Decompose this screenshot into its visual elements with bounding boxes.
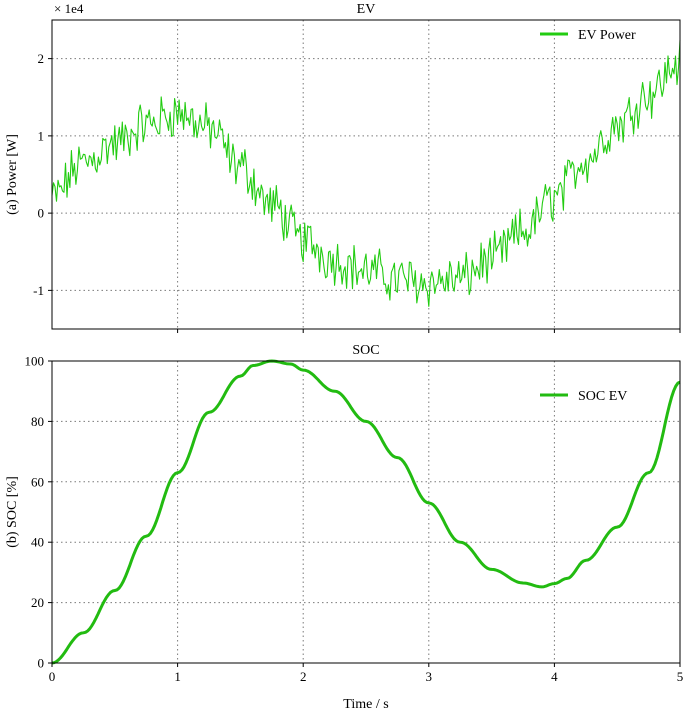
soc-panel: 0 1 2 3 4 5 0 20 40 60 80 100 SOC (b) SOC [%] Time / s… — [5, 343, 683, 712]
y-tick-label: 40 — [31, 535, 44, 550]
y-tick-label: 80 — [31, 414, 44, 429]
legend-label: SOC EV — [578, 389, 627, 404]
plot-frame — [51, 19, 681, 330]
legend: SOC EV — [540, 389, 627, 404]
x-tick-label: 0 — [49, 669, 56, 684]
chart-title: EV — [357, 2, 376, 17]
ev-power-panel: -1 0 1 2 EV × 1e4 (a) Power [W] EV Power — [5, 1, 681, 333]
legend: EV Power — [540, 28, 636, 43]
y-tick-label: 0 — [38, 656, 45, 671]
series-line — [51, 359, 681, 665]
chart-title: SOC — [352, 343, 379, 358]
legend-label: EV Power — [578, 28, 636, 43]
y-tick-label: 0 — [38, 206, 45, 221]
x-tick-label: 5 — [677, 669, 684, 684]
x-tick-label: 1 — [174, 669, 181, 684]
offset-text: × 1e4 — [54, 1, 84, 16]
y-axis-label: (b) SOC [%] — [5, 476, 20, 548]
y-tick-label: 1 — [38, 128, 45, 143]
x-axis-label: Time / s — [343, 697, 388, 712]
y-axis-label: (a) Power [W] — [5, 134, 20, 215]
x-tick-label: 3 — [426, 669, 433, 684]
y-tick-label: -1 — [33, 283, 44, 298]
x-tick-label: 2 — [300, 669, 307, 684]
y-tick-label: 20 — [31, 595, 44, 610]
y-tick-label: 100 — [25, 354, 45, 369]
y-tick-label: 60 — [31, 474, 44, 489]
y-tick-label: 2 — [38, 51, 45, 66]
plot-frame — [51, 360, 681, 664]
series-line — [51, 40, 681, 307]
x-tick-label: 4 — [551, 669, 558, 684]
